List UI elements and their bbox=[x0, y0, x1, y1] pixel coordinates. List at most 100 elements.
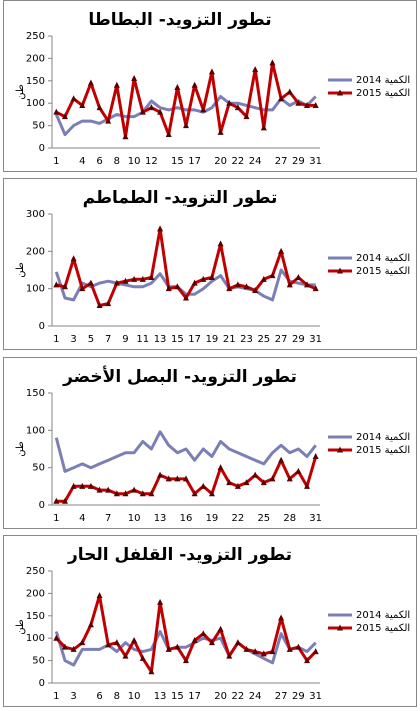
series-marker bbox=[148, 668, 155, 675]
series-marker bbox=[79, 639, 86, 646]
x-tick-label: 24 bbox=[249, 691, 262, 702]
series-marker bbox=[157, 471, 164, 478]
x-tick-label: 17 bbox=[188, 691, 201, 702]
series-marker bbox=[234, 104, 241, 111]
x-tick-label: 10 bbox=[128, 691, 141, 702]
series-marker bbox=[191, 636, 198, 643]
series-marker bbox=[217, 128, 224, 135]
y-tick-label: 250 bbox=[26, 31, 45, 42]
x-tick-label: 6 bbox=[96, 156, 102, 167]
series-line bbox=[54, 430, 317, 473]
series-marker bbox=[96, 301, 103, 308]
series-marker bbox=[269, 272, 276, 279]
x-tick-label: 17 bbox=[188, 156, 201, 167]
series-marker bbox=[183, 122, 189, 129]
series-marker bbox=[157, 225, 164, 232]
x-tick-label: 5 bbox=[88, 334, 94, 345]
series-marker bbox=[131, 75, 138, 82]
x-tick-label: 27 bbox=[275, 156, 288, 167]
x-tick-label: 16 bbox=[180, 513, 193, 524]
series-marker bbox=[217, 625, 224, 632]
series-marker bbox=[278, 614, 285, 621]
series-marker bbox=[260, 275, 267, 282]
series-marker bbox=[87, 621, 94, 628]
x-tick-label: 23 bbox=[240, 334, 253, 345]
series-marker bbox=[208, 490, 215, 497]
y-tick-label: 150 bbox=[26, 76, 45, 87]
series-marker bbox=[278, 456, 285, 463]
legend-label: الكمية 2014 bbox=[356, 253, 410, 264]
y-tick-label: 200 bbox=[26, 53, 45, 64]
x-tick-label: 9 bbox=[122, 334, 128, 345]
x-tick-label: 27 bbox=[275, 691, 288, 702]
series-marker bbox=[312, 648, 319, 655]
x-tick-label: 3 bbox=[70, 691, 76, 702]
series-marker bbox=[53, 108, 60, 115]
series-marker bbox=[243, 645, 250, 652]
x-tick-label: 4 bbox=[79, 513, 85, 524]
x-tick-label: 25 bbox=[257, 334, 270, 345]
series-marker bbox=[53, 497, 60, 504]
x-tick-label: 6 bbox=[96, 691, 102, 702]
x-tick-label: 12 bbox=[145, 156, 158, 167]
y-tick-label: 0 bbox=[39, 321, 45, 332]
series-marker bbox=[139, 275, 146, 282]
series-marker bbox=[165, 475, 172, 482]
series-marker bbox=[226, 99, 233, 106]
series-marker bbox=[148, 273, 155, 280]
series-marker bbox=[122, 490, 129, 497]
series-marker bbox=[200, 106, 207, 113]
series-marker bbox=[53, 634, 60, 641]
series-marker bbox=[278, 247, 285, 254]
x-tick-label: 10 bbox=[128, 156, 141, 167]
series-marker bbox=[183, 657, 189, 664]
x-tick-label: 8 bbox=[114, 156, 120, 167]
series-marker bbox=[131, 636, 138, 643]
series-marker bbox=[304, 657, 311, 664]
x-tick-label: 7 bbox=[105, 334, 111, 345]
legend-marker bbox=[337, 446, 343, 453]
series-marker bbox=[148, 104, 155, 111]
series-marker bbox=[252, 648, 259, 655]
legend-label: الكمية 2015 bbox=[356, 445, 410, 456]
series-marker bbox=[61, 497, 68, 504]
legend-label: الكمية 2015 bbox=[356, 88, 410, 99]
series-marker bbox=[269, 59, 276, 66]
series-marker bbox=[183, 475, 189, 482]
series-marker bbox=[200, 275, 207, 282]
y-tick-label: 0 bbox=[39, 678, 45, 689]
series-marker bbox=[260, 650, 267, 657]
y-tick-label: 150 bbox=[26, 611, 45, 622]
series-marker bbox=[79, 285, 86, 292]
x-tick-label: 1 bbox=[53, 513, 59, 524]
series-marker bbox=[96, 486, 103, 493]
y-tick-label: 50 bbox=[32, 463, 45, 474]
series-marker bbox=[131, 486, 138, 493]
series-marker bbox=[113, 639, 120, 646]
series-marker bbox=[174, 84, 181, 91]
y-axis-label: طن bbox=[15, 84, 26, 100]
legend-label: الكمية 2014 bbox=[356, 75, 410, 86]
series-marker bbox=[105, 300, 112, 307]
series-marker bbox=[157, 598, 164, 605]
series-marker bbox=[157, 108, 164, 115]
series-marker bbox=[105, 641, 112, 648]
x-tick-label: 13 bbox=[154, 513, 167, 524]
x-tick-label: 15 bbox=[171, 691, 184, 702]
series-marker bbox=[61, 283, 68, 290]
x-tick-label: 31 bbox=[309, 513, 322, 524]
chart-title: تطور التزويد- القلفل الحار bbox=[67, 545, 292, 565]
series-marker bbox=[304, 101, 311, 108]
series-marker bbox=[252, 287, 259, 294]
series-marker bbox=[113, 279, 120, 286]
series-marker bbox=[113, 490, 120, 497]
chart-title: تطور التزويد- البطاطا bbox=[88, 10, 271, 30]
series-marker bbox=[174, 475, 181, 482]
x-tick-label: 31 bbox=[309, 691, 322, 702]
series-marker bbox=[165, 645, 172, 652]
x-tick-label: 20 bbox=[214, 691, 227, 702]
series-marker bbox=[200, 630, 207, 637]
series-marker bbox=[105, 117, 112, 124]
x-tick-label: 29 bbox=[292, 691, 305, 702]
